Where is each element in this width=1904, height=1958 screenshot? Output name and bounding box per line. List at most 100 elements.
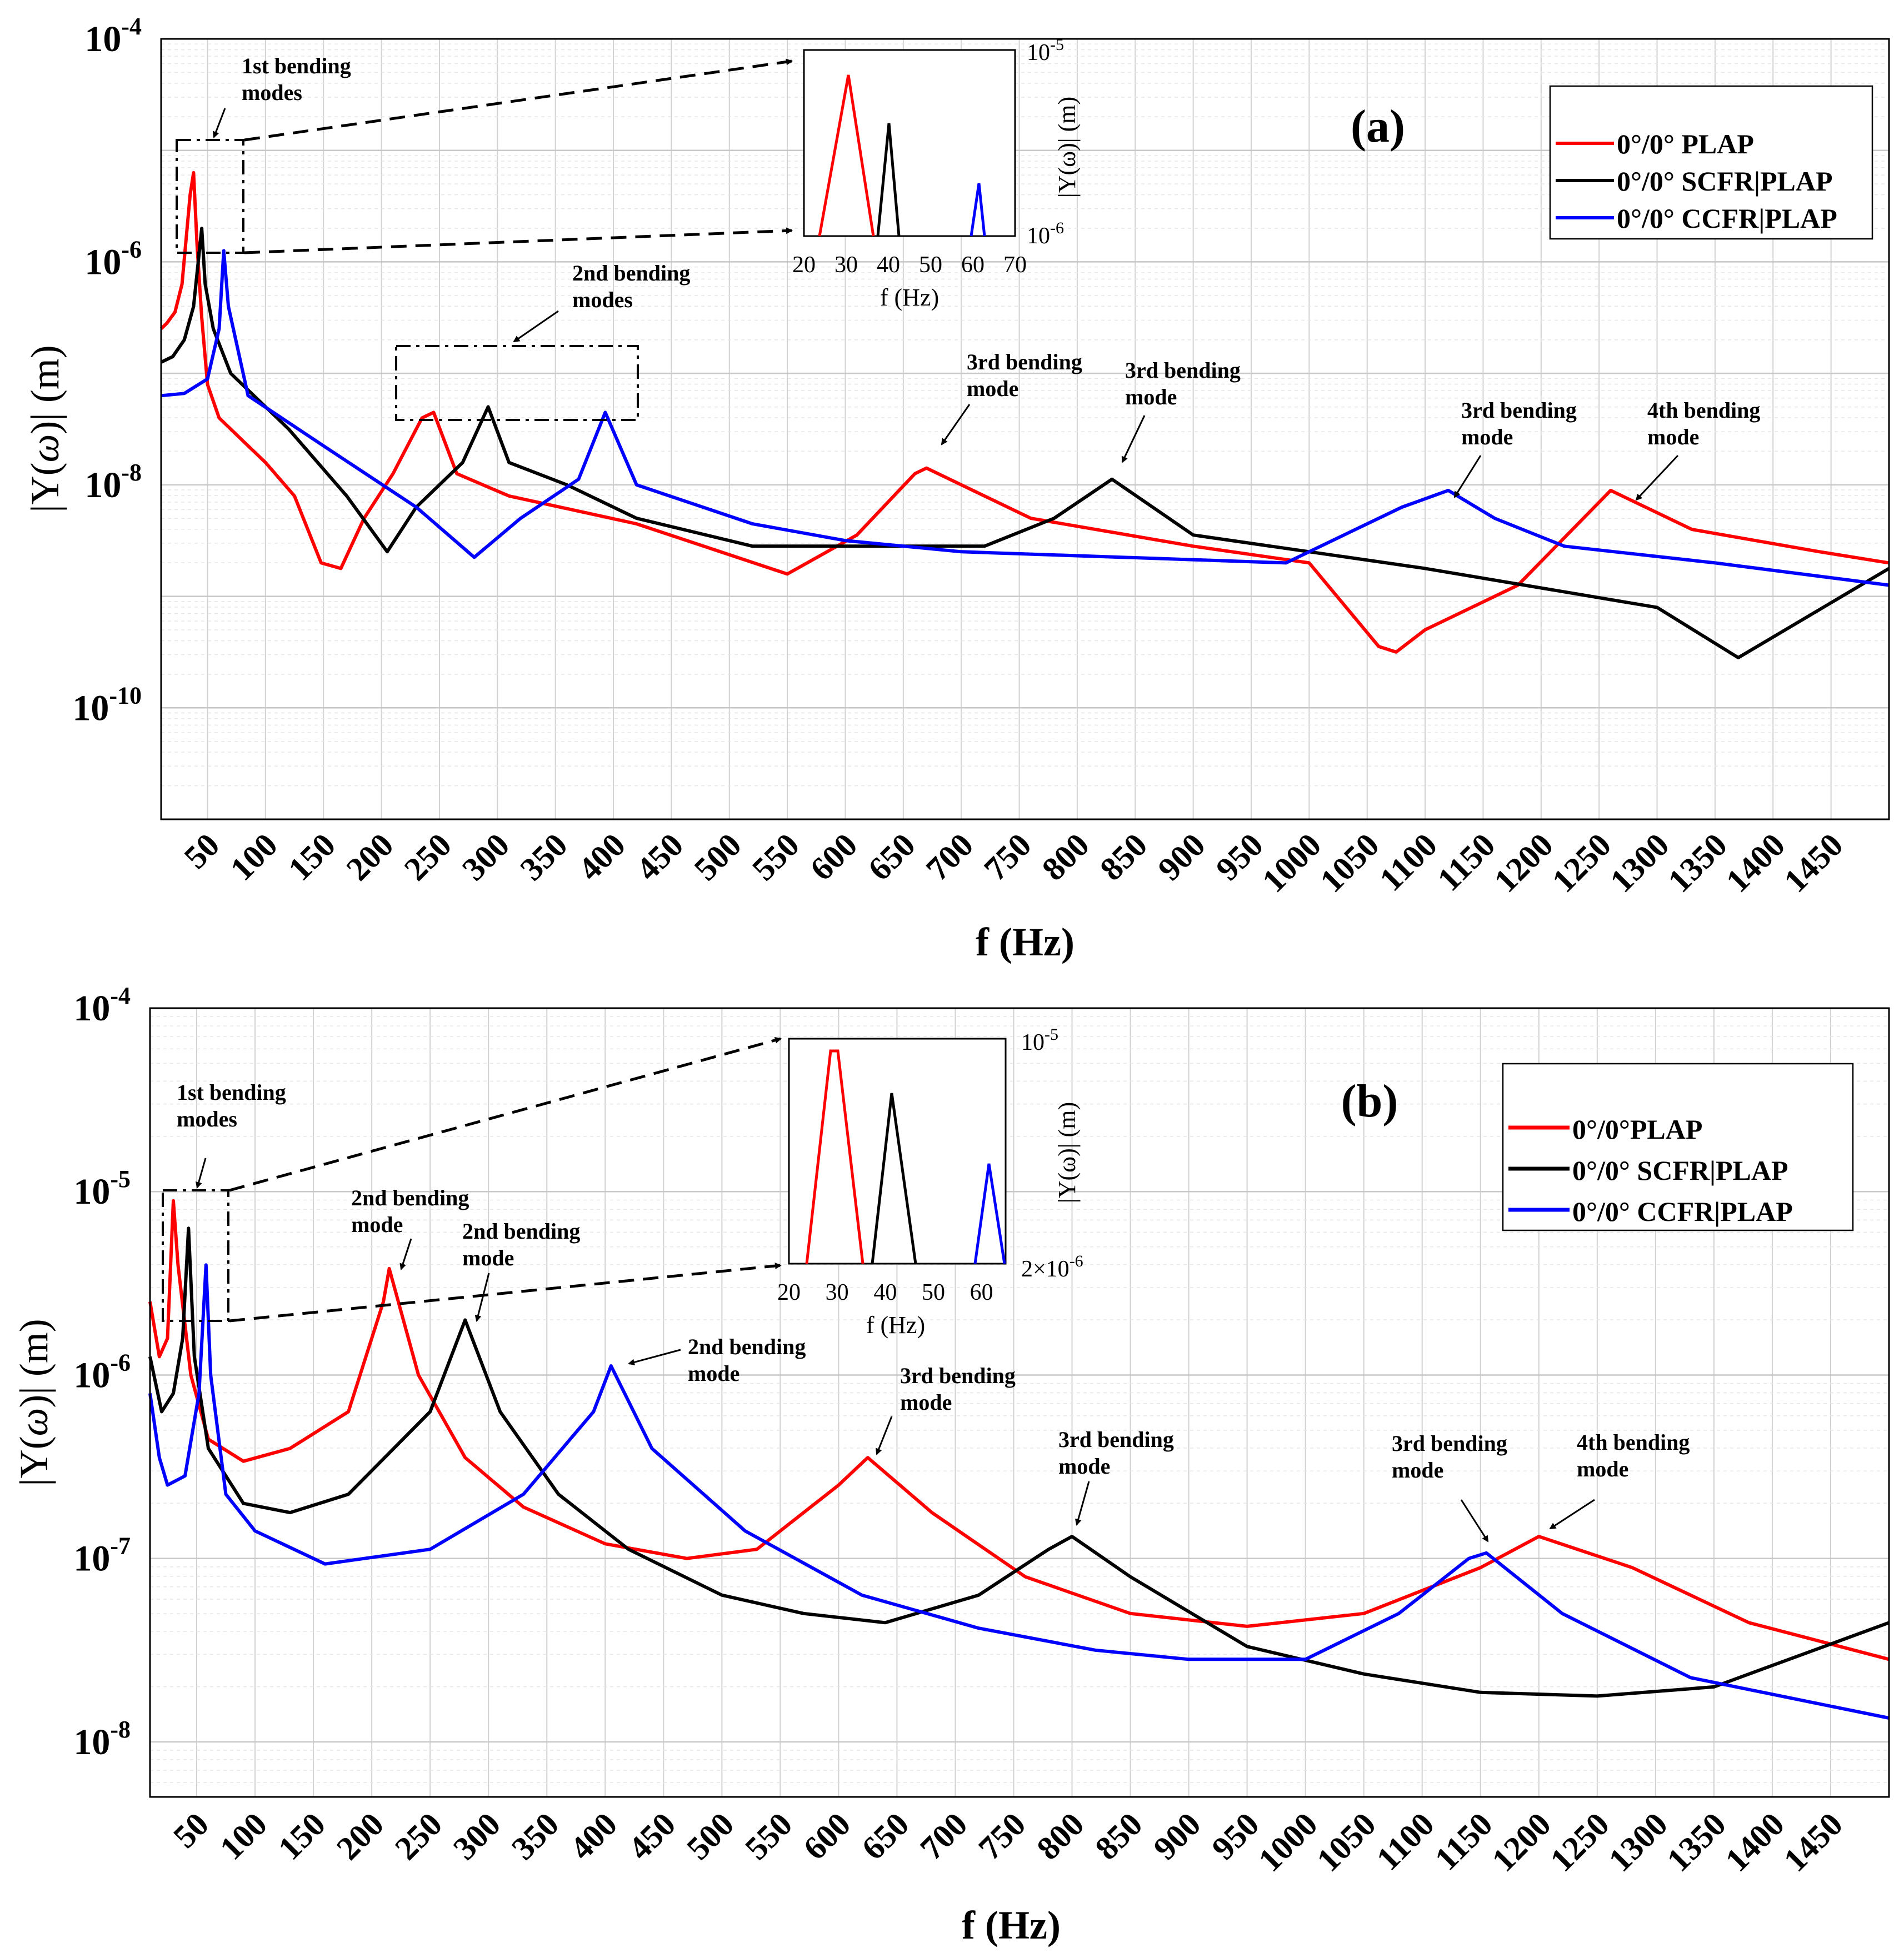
y-tick-label: 10-7 — [73, 1533, 131, 1579]
legend-a: 0°/0° PLAP 0°/0° SCFR|PLAP 0°/0° CCFR|PL… — [1549, 85, 1873, 240]
panel-label-b: (b) — [1341, 1075, 1398, 1127]
zoom-arrow-lower-a — [244, 227, 793, 254]
annotation-arrow-3rd-red-a — [941, 404, 971, 445]
plot-border-a — [160, 38, 1890, 820]
x-tick-labels-a: 5010015020025030035040045050055060065070… — [177, 827, 1850, 900]
x-tick-label: 600 — [803, 827, 864, 888]
legend-b: 0°/0°PLAP 0°/0° SCFR|PLAP 0°/0° CCFR|PLA… — [1502, 1063, 1854, 1231]
zoom-box-1st-b — [162, 1189, 229, 1322]
annotation-arrow-3rd-blue-a — [1453, 455, 1482, 498]
inset-x-ticks-a: 20 30 40 50 60 70 — [792, 252, 1027, 278]
annotation-1st-modes-b: 1st bending modes — [177, 1080, 286, 1131]
x-tick-label: 650 — [854, 1806, 916, 1867]
panel-label-a: (a) — [1351, 101, 1405, 152]
x-tick-label: 500 — [679, 1806, 741, 1867]
annotation-2nd-blue-b: 2nd bending mode — [688, 1334, 806, 1386]
chart-panel-a: 5010015020025030035040045050055060065070… — [23, 13, 1890, 964]
x-tick-label: 350 — [504, 1806, 566, 1867]
annotation-arrow-3rd-red-b — [876, 1416, 893, 1455]
x-axis-label-a: f (Hz) — [976, 920, 1075, 964]
zoom-arrow-upper-b — [229, 1036, 782, 1192]
annotation-arrow-2nd-red-b — [399, 1238, 412, 1270]
annotation-arrow-2nd-blue-b — [628, 1349, 681, 1366]
legend-box-b — [1502, 1063, 1854, 1231]
x-tick-labels-b: 5010015020025030035040045050055060065070… — [166, 1806, 1850, 1879]
legend-entry-scfr-a: 0°/0° SCFR|PLAP — [1617, 166, 1833, 197]
inset-peak-black-a — [876, 123, 901, 237]
inset-x-tick-label: 20 — [777, 1280, 801, 1305]
zoom-box-2nd-a — [395, 345, 639, 421]
annotation-1st-modes-a: 1st bending modes — [242, 53, 351, 105]
y-tick-label: 10-6 — [84, 236, 142, 282]
annotation-arrow-4th-red-b — [1549, 1499, 1595, 1530]
x-tick-label: 1400 — [1718, 1806, 1792, 1879]
inset-peak-black-b — [871, 1093, 917, 1264]
x-tick-label: 100 — [213, 1806, 274, 1867]
x-tick-label: 750 — [971, 1806, 1032, 1867]
inset-x-tick-label: 30 — [834, 252, 858, 278]
series-line-plap — [148, 1199, 1890, 1661]
inset-y-label-a: |Y(ω)| (m) — [1053, 97, 1081, 198]
annotations-b: 1st bending modes 2nd bending mode 2nd ben… — [177, 1080, 1690, 1543]
inset-peak-blue-a — [970, 183, 986, 237]
x-tick-label: 1050 — [1313, 827, 1386, 900]
y-tick-label: 10-6 — [73, 1349, 131, 1395]
inset-x-label-b: f (Hz) — [866, 1311, 925, 1339]
y-tick-label: 10-10 — [72, 682, 142, 728]
annotation-3rd-red-a: 3rd bending mode — [967, 349, 1082, 401]
x-tick-label: 150 — [271, 1806, 332, 1867]
x-tick-label: 1200 — [1485, 1806, 1558, 1879]
x-tick-label: 1000 — [1251, 1806, 1325, 1879]
inset-x-tick-label: 30 — [826, 1280, 849, 1305]
annotation-2nd-red-b: 2nd bending mode — [351, 1185, 469, 1237]
x-tick-label: 650 — [861, 827, 922, 888]
annotation-arrow-2nd-black-b — [474, 1273, 490, 1322]
x-tick-label: 200 — [329, 1806, 391, 1867]
annotation-arrow-3rd-black-a — [1121, 415, 1146, 463]
inset-peak-red-a — [818, 74, 875, 237]
x-tick-label: 450 — [629, 827, 690, 888]
x-tick-label: 250 — [397, 827, 458, 888]
y-tick-labels-b: 10-8 10-7 10-6 10-5 10-4 — [73, 982, 131, 1762]
x-tick-label: 1250 — [1545, 827, 1618, 900]
x-tick-label: 200 — [339, 827, 400, 888]
annotation-arrow-4th-red-a — [1635, 454, 1679, 501]
annotation-arrow-2nd-a — [513, 310, 559, 343]
series-a — [159, 171, 1890, 659]
legend-entry-plap-b: 0°/0°PLAP — [1572, 1114, 1702, 1145]
x-tick-label: 550 — [738, 1806, 799, 1867]
annotation-4th-red-a: 4th bending mode — [1647, 398, 1760, 449]
y-axis-label-b: |Y(ω)| (m) — [12, 1319, 56, 1486]
series-line-ccfr — [148, 1263, 1890, 1720]
annotations-a: 1st bending modes 2nd bending modes 3rd be… — [212, 53, 1760, 501]
annotation-arrow-3rd-blue-b — [1460, 1499, 1489, 1543]
x-tick-label: 50 — [177, 827, 227, 876]
x-tick-label: 1200 — [1487, 827, 1560, 900]
plot-border-b — [149, 1007, 1890, 1798]
legend-entry-plap-a: 0°/0° PLAP — [1617, 128, 1754, 159]
grid-a — [161, 39, 1890, 820]
annotation-3rd-black-b: 3rd bending mode — [1058, 1427, 1174, 1479]
inset-x-tick-label: 50 — [919, 252, 942, 278]
x-axis-label-b: f (Hz) — [962, 1903, 1061, 1947]
inset-x-tick-label: 20 — [792, 252, 816, 278]
annotation-3rd-black-a: 3rd bending mode — [1125, 358, 1241, 409]
x-tick-label: 1300 — [1602, 1806, 1675, 1879]
series-b — [148, 1199, 1890, 1720]
y-tick-label: 10-4 — [84, 13, 142, 59]
x-tick-label: 700 — [919, 827, 980, 888]
inset-b: 20 30 40 50 60 f (Hz) 10-5 2×10-6 |Y(ω)| (m) — [777, 1025, 1083, 1339]
x-tick-label: 1350 — [1660, 1806, 1733, 1879]
annotation-2nd-modes-a: 2nd bending modes — [572, 261, 690, 312]
x-tick-label: 800 — [1030, 1806, 1091, 1867]
y-tick-labels-a: 10-10 10-8 10-6 10-4 — [72, 13, 142, 728]
y-tick-label: 10-8 — [84, 459, 142, 505]
x-tick-label: 550 — [745, 827, 806, 888]
y-tick-label: 10-5 — [73, 1165, 131, 1212]
zoom-arrow-lower-b — [229, 1263, 782, 1323]
inset-x-tick-label: 40 — [873, 1280, 897, 1305]
x-tick-label: 900 — [1151, 827, 1212, 888]
inset-peak-red-b — [805, 1049, 864, 1264]
x-tick-label: 1350 — [1661, 827, 1735, 900]
x-tick-label: 1150 — [1428, 1806, 1500, 1877]
